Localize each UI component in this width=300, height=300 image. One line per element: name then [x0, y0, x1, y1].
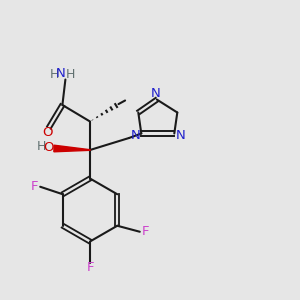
Text: F: F — [86, 261, 94, 274]
Text: N: N — [151, 87, 161, 100]
Text: N: N — [56, 67, 66, 80]
Text: N: N — [131, 129, 141, 142]
Text: N: N — [176, 129, 185, 142]
Text: H: H — [49, 68, 59, 82]
Text: H: H — [66, 68, 76, 82]
Text: O: O — [42, 126, 53, 140]
Polygon shape — [54, 145, 90, 152]
Text: O: O — [44, 141, 54, 154]
Text: F: F — [31, 180, 39, 193]
Text: H: H — [37, 140, 46, 153]
Text: F: F — [141, 225, 149, 238]
